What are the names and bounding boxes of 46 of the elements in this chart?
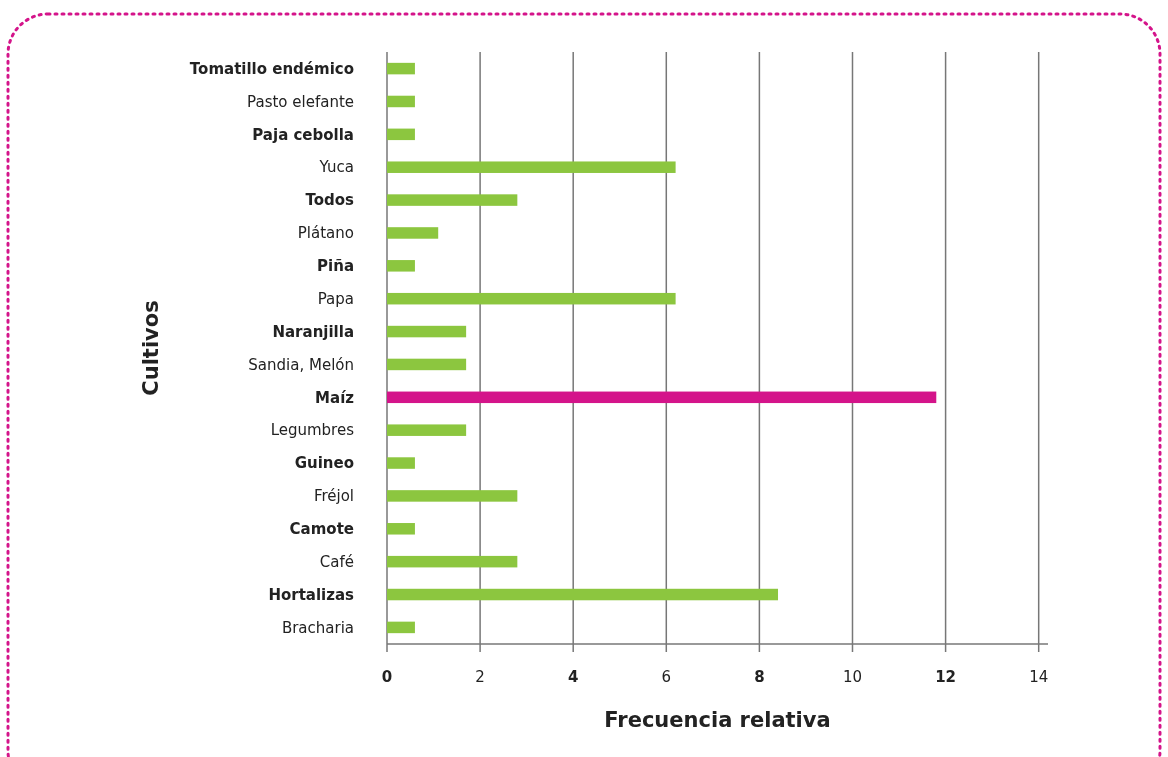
bar bbox=[387, 457, 415, 469]
x-tick-label: 0 bbox=[381, 668, 393, 686]
bar bbox=[387, 490, 518, 502]
x-tick-label: 2 bbox=[475, 668, 485, 686]
y-tick-label: Legumbres bbox=[270, 421, 355, 440]
x-tick-label: 12 bbox=[935, 668, 957, 686]
y-tick-label: Sandia, Melón bbox=[248, 355, 354, 374]
bar bbox=[387, 128, 415, 141]
y-tick-label: Hortalizas bbox=[268, 585, 355, 604]
bar bbox=[387, 95, 415, 108]
y-tick-label: Pasto elefante bbox=[247, 92, 354, 111]
x-tick-label: 4 bbox=[567, 668, 579, 686]
y-tick-label: Piña bbox=[317, 257, 354, 276]
x-tick-label: 6 bbox=[661, 668, 672, 686]
y-tick-label: Yuca bbox=[318, 158, 354, 177]
y-tick-label: Guineo bbox=[294, 454, 354, 473]
x-axis-title: Frecuencia relativa bbox=[604, 708, 831, 732]
bar bbox=[387, 62, 415, 75]
y-tick-label: Naranjilla bbox=[272, 322, 354, 341]
y-tick-label: Papa bbox=[317, 289, 354, 308]
y-tick-label: Maíz bbox=[315, 388, 355, 407]
bar bbox=[387, 325, 467, 338]
y-tick-label: Camote bbox=[289, 520, 354, 539]
x-tick-label: 10 bbox=[842, 668, 863, 686]
y-tick-label: Bracharia bbox=[281, 618, 354, 637]
y-tick-label: Todos bbox=[305, 191, 355, 210]
bar bbox=[387, 555, 518, 568]
bar bbox=[387, 588, 779, 601]
y-tick-label: Fréjol bbox=[313, 487, 354, 506]
bar bbox=[387, 358, 467, 371]
bar bbox=[387, 292, 676, 305]
bar bbox=[387, 227, 439, 239]
bar bbox=[387, 260, 415, 272]
bar bbox=[387, 161, 676, 173]
y-tick-label: Paja cebolla bbox=[252, 125, 354, 144]
bar bbox=[387, 424, 467, 436]
bar bbox=[387, 391, 937, 404]
bar bbox=[387, 523, 415, 535]
bar bbox=[387, 194, 518, 206]
bar bbox=[387, 621, 415, 634]
y-tick-label: Plátano bbox=[297, 224, 354, 243]
x-tick-label: 14 bbox=[1029, 668, 1049, 686]
y-tick-label: Tomatillo endémico bbox=[189, 59, 354, 78]
x-tick-label: 8 bbox=[754, 668, 765, 686]
y-tick-label: Café bbox=[319, 552, 354, 571]
y-axis-title: Cultivos bbox=[139, 300, 163, 396]
